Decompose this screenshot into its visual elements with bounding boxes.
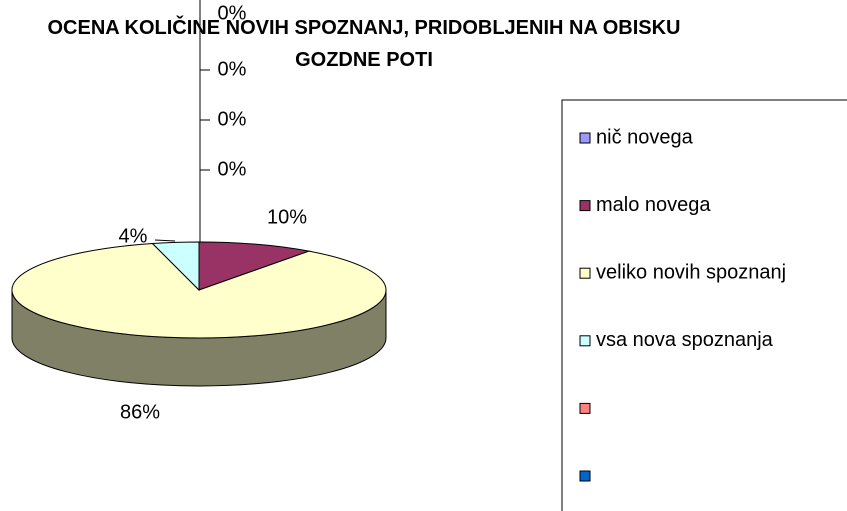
data-label: 0% <box>218 108 247 130</box>
data-label: 10% <box>267 206 307 228</box>
legend-label: veliko novih spoznanj <box>596 261 786 283</box>
legend-box <box>561 99 847 511</box>
legend-swatch <box>579 402 591 414</box>
legend-swatch <box>579 335 591 347</box>
legend-label: vsa nova spoznanja <box>596 329 774 351</box>
data-label: 86% <box>120 401 160 423</box>
legend-swatch <box>579 267 591 279</box>
legend-swatch <box>579 200 591 212</box>
legend-swatch <box>579 132 591 144</box>
pie-slice <box>151 241 200 292</box>
legend-label: malo novega <box>596 194 711 216</box>
leader-line <box>154 239 176 242</box>
chart-title: OCENA KOLIČINE NOVIH SPOZNANJ, PRIDOBLJE… <box>47 17 681 71</box>
pie-slice <box>198 241 311 291</box>
pie <box>11 241 387 387</box>
pie-slice <box>11 242 387 339</box>
data-label: 4% <box>119 225 148 247</box>
legend-label: nič novega <box>596 126 694 148</box>
data-label: 0% <box>218 158 247 180</box>
data-label: 0% <box>218 2 247 24</box>
data-label: 0% <box>218 58 247 80</box>
legend-swatch <box>579 470 591 482</box>
